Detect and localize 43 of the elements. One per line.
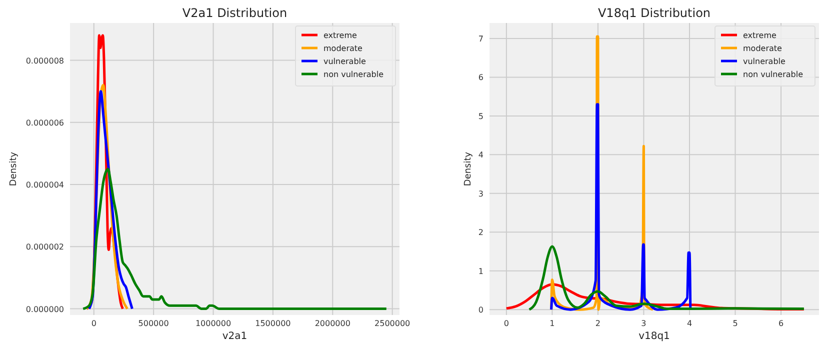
x-tick-label: 1000000 (195, 319, 232, 328)
y-tick-label: 0 (478, 306, 484, 315)
x-tick-label: 1 (550, 319, 555, 328)
y-tick-label: 0.000008 (26, 56, 64, 66)
chart-title: V18q1 Distribution (598, 6, 711, 20)
y-tick-label: 1 (478, 266, 484, 276)
y-tick-label: 0.000006 (26, 118, 64, 128)
y-axis-title: Density (464, 151, 474, 186)
y-tick-label: 2 (478, 228, 484, 238)
y-tick-label: 7 (478, 34, 484, 44)
y-tick-label: 5 (478, 112, 484, 121)
line-series (528, 245, 806, 311)
x-axis-title: v2a1 (222, 331, 248, 342)
x-tick-label: 0 (91, 319, 96, 328)
y-tick-label: 4 (478, 150, 484, 160)
legend-label: moderate (324, 44, 363, 53)
legend-label: extreme (743, 31, 776, 40)
y-tick-label: 0.000000 (26, 304, 64, 314)
legend-label: extreme (324, 31, 357, 40)
legend-label: vulnerable (743, 57, 786, 66)
legend-label: non vulnerable (324, 70, 384, 79)
x-tick-label: 1500000 (255, 319, 291, 328)
legend-label: moderate (743, 44, 782, 53)
y-axis-title: Density (9, 151, 19, 186)
x-tick-label: 2000000 (314, 319, 350, 328)
x-tick-label: 3 (641, 319, 646, 328)
x-axis-title: v18q1 (638, 331, 670, 342)
chart-title: V2a1 Distribution (182, 6, 288, 20)
x-tick-label: 6 (778, 319, 784, 328)
x-tick-label: 5 (732, 319, 738, 328)
y-tick-label: 6 (478, 73, 484, 82)
line-series (550, 103, 692, 311)
x-tick-label: 2500000 (374, 319, 410, 328)
y-tick-label: 0.000004 (26, 180, 64, 190)
x-tick-label: 0 (504, 319, 509, 328)
line-series (82, 168, 388, 310)
x-tick-label: 500000 (138, 319, 169, 328)
x-tick-label: 2 (595, 319, 601, 328)
y-tick-label: 3 (478, 189, 484, 198)
y-tick-label: 0.000002 (26, 242, 64, 252)
x-tick-label: 4 (686, 319, 692, 328)
legend-label: vulnerable (324, 57, 366, 66)
legend-label: non vulnerable (743, 70, 804, 79)
